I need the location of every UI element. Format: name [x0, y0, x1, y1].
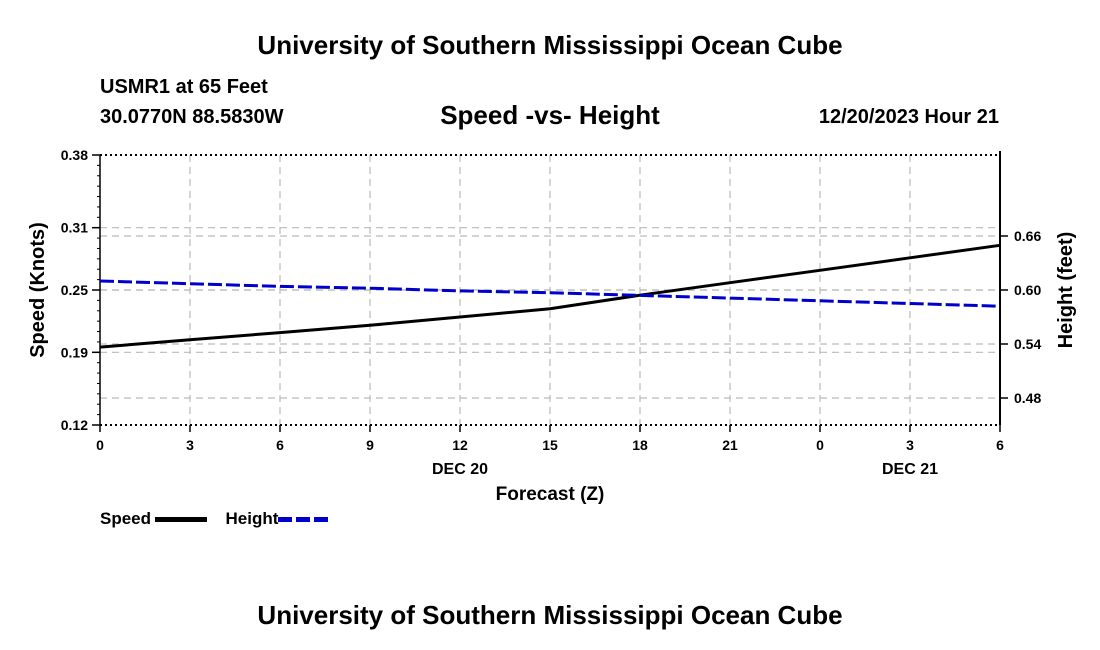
x-tick-label: 12 [452, 437, 468, 453]
chart-title: Speed -vs- Height [440, 100, 660, 130]
page-title: University of Southern Mississippi Ocean… [257, 30, 843, 60]
date-label: DEC 20 [432, 461, 488, 478]
legend-height-label: Height [225, 509, 279, 528]
y2-tick-label: 0.54 [1014, 336, 1041, 352]
chart-legend: Speed Height [100, 509, 329, 529]
forecast-datetime: 12/20/2023 Hour 21 [818, 106, 999, 128]
x-tick-label: 6 [276, 437, 284, 453]
y2-axis-title: Height (feet) [1055, 232, 1077, 349]
y2-tick-label: 0.66 [1014, 228, 1041, 244]
x-tick-label: 3 [186, 437, 194, 453]
height-series-line [99, 279, 1001, 308]
x-tick-label: 0 [96, 437, 104, 453]
x-tick-label: 3 [906, 437, 914, 453]
x-tick-label: 18 [632, 437, 648, 453]
station-coordinates: 30.0770N 88.5830W [100, 106, 284, 128]
speed-series-line [99, 243, 1001, 349]
y-axis-title: Speed (Knots) [27, 222, 49, 358]
y2-tick-label: 0.60 [1014, 282, 1041, 298]
y-tick-label: 0.25 [61, 282, 88, 298]
legend-height-swatch [278, 517, 329, 523]
y-tick-label: 0.31 [61, 220, 88, 236]
legend-speed-label: Speed [100, 509, 152, 528]
x-tick-label: 6 [996, 437, 1004, 453]
y2-tick-label: 0.48 [1014, 390, 1041, 406]
x-tick-label: 0 [816, 437, 824, 453]
x-tick-label: 21 [722, 437, 738, 453]
y-tick-label: 0.38 [61, 147, 88, 163]
footer-title: University of Southern Mississippi Ocean… [257, 600, 843, 630]
x-axis-title: Forecast (Z) [496, 484, 605, 505]
date-label: DEC 21 [882, 461, 938, 478]
x-tick-label: 15 [542, 437, 558, 453]
y-tick-label: 0.12 [61, 417, 88, 433]
y-tick-label: 0.19 [61, 344, 88, 360]
legend-speed-swatch [155, 517, 208, 523]
x-tick-label: 9 [366, 437, 374, 453]
station-name: USMR1 at 65 Feet [100, 76, 268, 98]
